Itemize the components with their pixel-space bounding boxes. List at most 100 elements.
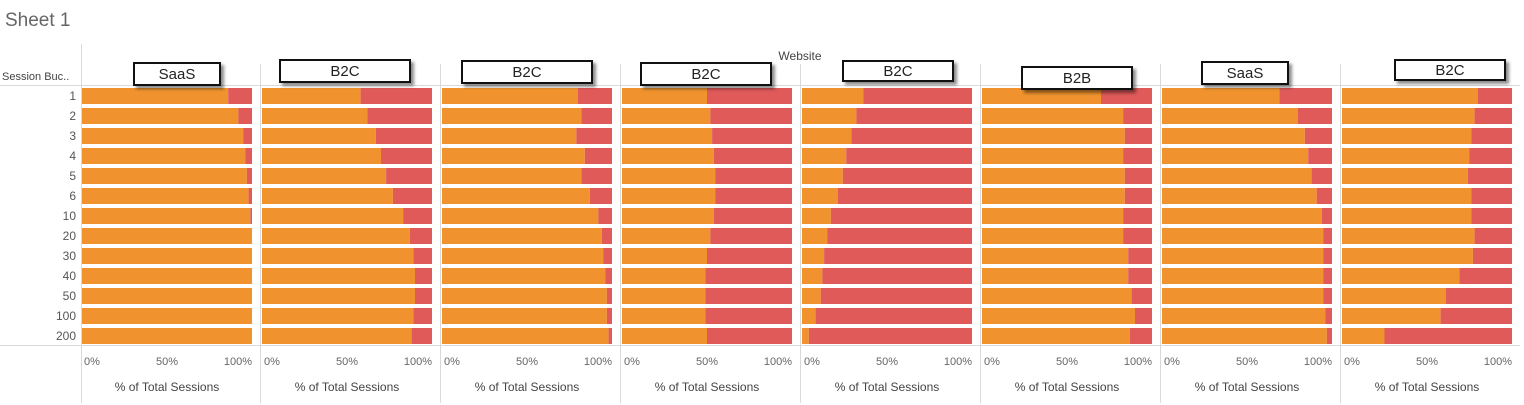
- bar-primary: [802, 228, 828, 244]
- tick-label: 100%: [764, 356, 792, 368]
- bar-primary: [622, 188, 716, 204]
- bar-secondary: [1123, 148, 1152, 164]
- bar-secondary: [1474, 228, 1512, 244]
- bar-primary: [82, 228, 252, 244]
- bar-primary: [982, 288, 1132, 304]
- panel-label-b2b: B2B: [1021, 66, 1133, 90]
- bar-secondary: [1323, 288, 1332, 304]
- bar-secondary: [715, 188, 792, 204]
- bar-primary: [262, 168, 387, 184]
- column-header: Website: [778, 49, 821, 63]
- tick-label: 50%: [696, 356, 718, 368]
- bar-secondary: [1128, 268, 1152, 284]
- bar-primary: [802, 88, 864, 104]
- bar-primary: [1342, 268, 1460, 284]
- bar-secondary: [1298, 108, 1332, 124]
- category-label-6: 6: [69, 189, 76, 203]
- bar-secondary: [824, 248, 972, 264]
- category-label-100: 100: [56, 309, 76, 323]
- row-header: Session Buc..: [2, 71, 69, 83]
- bar-primary: [262, 308, 414, 324]
- bar-secondary: [608, 328, 612, 344]
- bar-secondary: [411, 328, 432, 344]
- bar-secondary: [815, 308, 972, 324]
- bar-secondary: [1467, 168, 1512, 184]
- x-axis-label: % of Total Sessions: [655, 380, 760, 394]
- bar-primary: [1162, 288, 1324, 304]
- sheet-title: Sheet 1: [5, 10, 71, 31]
- bar-secondary: [392, 188, 432, 204]
- x-axis-label: % of Total Sessions: [475, 380, 580, 394]
- category-label-200: 200: [56, 329, 76, 343]
- bar-primary: [802, 248, 825, 264]
- bar-secondary: [581, 168, 612, 184]
- bar-primary: [262, 128, 376, 144]
- bar-primary: [262, 108, 368, 124]
- bar-secondary: [403, 208, 432, 224]
- bar-secondary: [1311, 168, 1332, 184]
- bar-primary: [82, 308, 252, 324]
- bar-primary: [442, 108, 582, 124]
- bar-secondary: [1129, 328, 1152, 344]
- bar-primary: [1162, 228, 1324, 244]
- tick-label: 0%: [1344, 356, 1360, 368]
- bar-primary: [442, 308, 607, 324]
- category-label-40: 40: [63, 269, 77, 283]
- bar-secondary: [1478, 88, 1512, 104]
- bar-secondary: [705, 268, 792, 284]
- bar-secondary: [842, 168, 972, 184]
- tick-label: 100%: [1484, 356, 1512, 368]
- bar-secondary: [713, 208, 792, 224]
- bar-secondary: [1321, 208, 1332, 224]
- bar-secondary: [589, 188, 612, 204]
- bar-primary: [442, 128, 577, 144]
- panel-label-saas: SaaS: [133, 62, 221, 86]
- category-label-2: 2: [69, 109, 76, 123]
- bar-primary: [1342, 128, 1472, 144]
- bar-primary: [802, 308, 816, 324]
- bar-primary: [1162, 248, 1324, 264]
- bar-secondary: [1469, 148, 1512, 164]
- tick-label: 50%: [156, 356, 178, 368]
- bar-primary: [442, 188, 590, 204]
- bar-primary: [262, 248, 414, 264]
- bar-secondary: [1323, 228, 1332, 244]
- x-axis-label: % of Total Sessions: [1195, 380, 1300, 394]
- tick-label: 100%: [404, 356, 432, 368]
- tick-label: 100%: [584, 356, 612, 368]
- bar-secondary: [1384, 328, 1512, 344]
- bar-primary: [1342, 148, 1470, 164]
- bar-secondary: [1474, 108, 1512, 124]
- bar-primary: [1342, 248, 1473, 264]
- bar-secondary: [246, 168, 252, 184]
- bar-primary: [802, 108, 857, 124]
- bar-primary: [442, 248, 604, 264]
- bar-secondary: [1128, 248, 1152, 264]
- bar-secondary: [710, 228, 792, 244]
- bar-primary: [262, 208, 404, 224]
- bar-secondary: [605, 268, 612, 284]
- bar-secondary: [707, 88, 792, 104]
- bar-secondary: [1123, 108, 1152, 124]
- bar-secondary: [250, 208, 252, 224]
- bar-primary: [622, 128, 713, 144]
- bar-secondary: [601, 228, 612, 244]
- bar-secondary: [863, 88, 972, 104]
- bar-primary: [1162, 168, 1312, 184]
- tick-label: 0%: [984, 356, 1000, 368]
- bar-primary: [1162, 108, 1298, 124]
- bar-primary: [82, 148, 246, 164]
- bar-secondary: [1471, 188, 1512, 204]
- bar-secondary: [238, 108, 252, 124]
- bar-primary: [262, 188, 393, 204]
- category-label-30: 30: [63, 249, 77, 263]
- bar-primary: [982, 168, 1125, 184]
- bar-primary: [802, 268, 823, 284]
- bar-secondary: [712, 128, 792, 144]
- category-label-10: 10: [63, 209, 77, 223]
- bar-secondary: [1440, 308, 1512, 324]
- bar-primary: [982, 308, 1135, 324]
- tick-label: 50%: [876, 356, 898, 368]
- bar-secondary: [581, 108, 612, 124]
